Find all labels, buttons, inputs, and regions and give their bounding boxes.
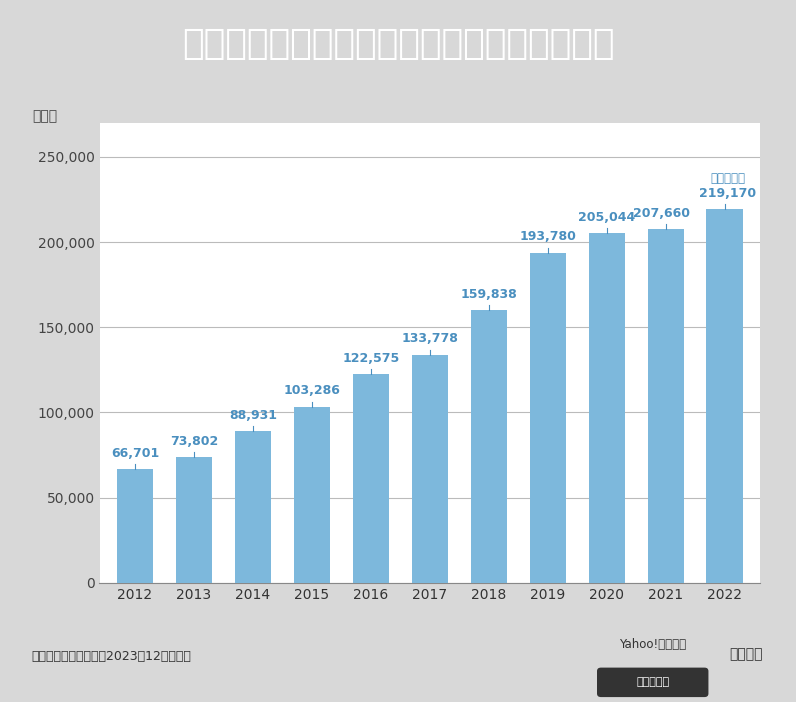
Text: 103,286: 103,286 <box>283 385 341 397</box>
Bar <box>176 457 213 583</box>
Text: （件）: （件） <box>32 109 57 123</box>
Bar <box>647 229 684 583</box>
Text: 児童相談所での児童虐待相談対応件数の推移: 児童相談所での児童虐待相談対応件数の推移 <box>181 27 615 61</box>
Bar <box>353 374 389 583</box>
Text: オリジナル: オリジナル <box>636 677 669 687</box>
Text: 66,701: 66,701 <box>111 446 159 460</box>
Text: 122,575: 122,575 <box>342 352 400 364</box>
Bar <box>588 234 625 583</box>
Bar <box>294 406 330 583</box>
Bar <box>707 209 743 583</box>
Text: 205,044: 205,044 <box>578 211 635 224</box>
Text: 219,170: 219,170 <box>699 187 756 200</box>
Text: （年度）: （年度） <box>730 647 763 661</box>
Text: 133,778: 133,778 <box>401 333 458 345</box>
Bar <box>529 253 566 583</box>
Bar <box>470 310 507 583</box>
Text: （速報値）: （速報値） <box>710 172 745 185</box>
Bar <box>116 469 153 583</box>
Text: 207,660: 207,660 <box>633 206 689 220</box>
Bar <box>412 355 448 583</box>
Text: 159,838: 159,838 <box>460 288 517 301</box>
Text: 73,802: 73,802 <box>170 435 218 448</box>
Bar <box>235 431 271 583</box>
Text: 193,780: 193,780 <box>519 230 576 244</box>
Text: Yahoo!ニュース: Yahoo!ニュース <box>619 638 686 651</box>
Text: 出典：こども家庭庁（2023年12月制作）: 出典：こども家庭庁（2023年12月制作） <box>32 650 192 663</box>
Text: 88,931: 88,931 <box>229 409 277 422</box>
